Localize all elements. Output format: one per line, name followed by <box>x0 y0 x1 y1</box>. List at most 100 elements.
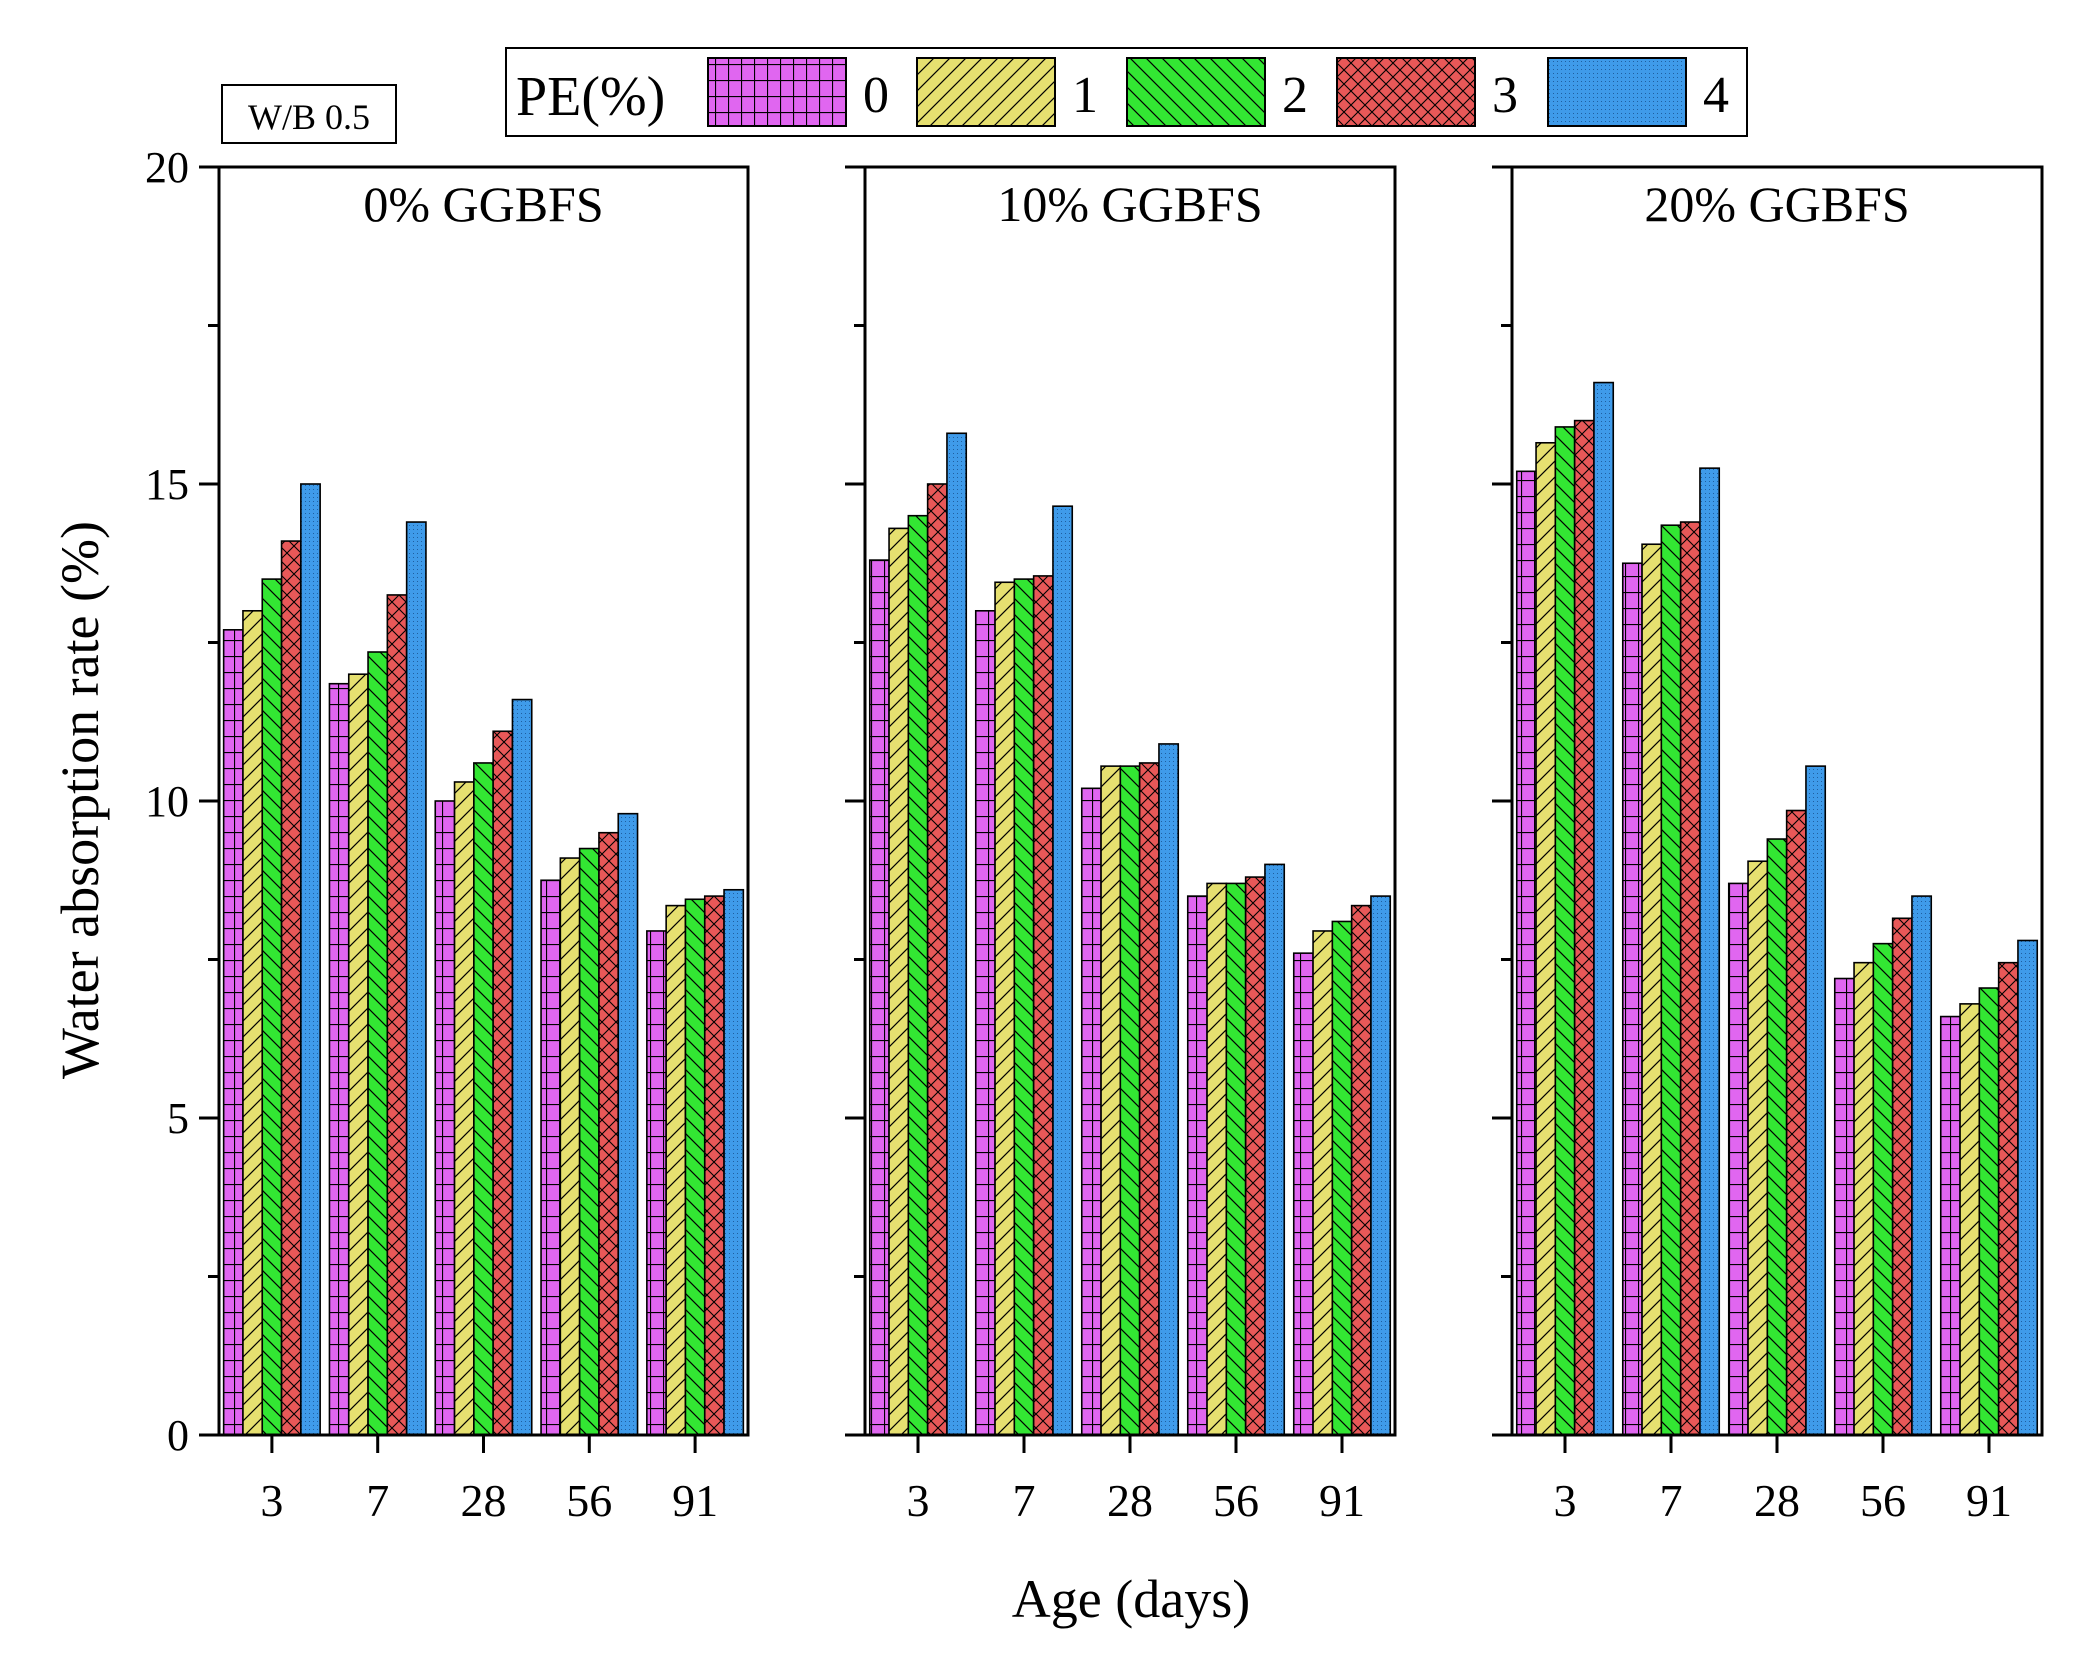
bar-0-7-pe2 <box>367 651 389 1436</box>
bar-1-56-pe4 <box>1264 863 1286 1436</box>
bar-1-28-pe4 <box>1158 743 1180 1436</box>
bar-2-28-pe0 <box>1727 882 1749 1436</box>
wb-note-text: W/B 0.5 <box>248 97 370 137</box>
panel-title: 0% GGBFS <box>363 176 603 232</box>
bar-1-56-pe0 <box>1186 895 1208 1436</box>
legend: PE(%) 0 1 2 3 4 <box>505 47 1748 137</box>
y-tick-label: 15 <box>145 460 189 509</box>
bar-1-3-pe2 <box>907 514 929 1436</box>
bar-0-56-pe4 <box>617 812 639 1436</box>
x-tick-label: 7 <box>1013 1475 1036 1526</box>
y-tick-label: 5 <box>167 1094 189 1143</box>
legend-label-0: 0 <box>863 67 889 124</box>
bar-0-28-pe1 <box>453 781 475 1436</box>
bar-0-28-pe3 <box>492 730 514 1436</box>
legend-label-2: 2 <box>1282 67 1308 124</box>
bar-1-7-pe1 <box>994 581 1016 1436</box>
legend-swatch-2 <box>1126 57 1266 127</box>
x-tick-label: 3 <box>260 1475 283 1526</box>
x-axis-label: Age (days) <box>1012 1569 1250 1629</box>
bar-1-7-pe2 <box>1013 578 1035 1436</box>
bar-2-91-pe1 <box>1959 1003 1981 1436</box>
x-tick-label: 56 <box>1860 1475 1906 1526</box>
bar-2-56-pe2 <box>1872 942 1894 1436</box>
bar-1-7-pe3 <box>1032 575 1054 1436</box>
bar-2-7-pe0 <box>1621 562 1643 1436</box>
bar-0-91-pe0 <box>646 930 667 1436</box>
x-tick-label: 3 <box>907 1475 930 1526</box>
bar-0-7-pe4 <box>405 521 427 1436</box>
bar-2-3-pe0 <box>1515 470 1537 1436</box>
bar-0-3-pe0 <box>222 629 244 1436</box>
bar-1-3-pe4 <box>946 432 968 1436</box>
bar-2-3-pe1 <box>1535 441 1557 1436</box>
bar-1-91-pe3 <box>1350 904 1372 1436</box>
legend-label-4: 4 <box>1703 67 1729 124</box>
bar-2-56-pe3 <box>1891 917 1913 1436</box>
bar-2-91-pe2 <box>1978 987 2000 1436</box>
y-axis-label: Water absorption rate (%) <box>50 521 110 1079</box>
x-tick-label: 7 <box>366 1475 389 1526</box>
panel-title: 20% GGBFS <box>1644 176 1909 232</box>
bar-0-28-pe2 <box>473 762 494 1436</box>
bar-1-28-pe3 <box>1138 762 1160 1436</box>
x-tick-label: 7 <box>1660 1475 1683 1526</box>
bar-0-28-pe4 <box>511 698 533 1436</box>
bar-0-91-pe2 <box>684 898 706 1436</box>
panel-0: 0 5 10 15 20 3 7 28 56 91 0% GGBFS <box>145 143 750 1526</box>
x-tick-label: 91 <box>672 1475 718 1526</box>
bar-0-3-pe1 <box>242 609 264 1436</box>
bar-2-3-pe2 <box>1554 426 1576 1436</box>
bar-1-56-pe3 <box>1244 876 1266 1436</box>
legend-title: PE(%) <box>516 66 665 128</box>
bar-2-3-pe3 <box>1573 419 1595 1436</box>
bar-2-56-pe0 <box>1833 977 1855 1436</box>
legend-swatch-3 <box>1336 57 1476 127</box>
bar-0-56-pe1 <box>559 857 581 1436</box>
panel-1: 3 7 28 56 91 10% GGBFS <box>845 165 1397 1526</box>
bar-0-56-pe3 <box>598 831 620 1436</box>
wb-note: W/B 0.5 <box>221 84 397 144</box>
legend-label-3: 3 <box>1492 67 1518 124</box>
bar-1-56-pe1 <box>1206 882 1228 1436</box>
y-tick-label: 10 <box>145 777 189 826</box>
bar-0-28-pe0 <box>434 800 456 1436</box>
bar-1-28-pe2 <box>1119 765 1141 1436</box>
bar-1-7-pe4 <box>1052 505 1074 1436</box>
bar-0-3-pe2 <box>261 578 283 1436</box>
bar-2-7-pe3 <box>1679 521 1701 1436</box>
y-tick-label: 20 <box>145 143 189 192</box>
panel-title: 10% GGBFS <box>997 176 1262 232</box>
x-tick-label: 91 <box>1319 1475 1365 1526</box>
bar-2-7-pe1 <box>1641 543 1663 1436</box>
y-tick-label: 0 <box>167 1411 189 1460</box>
bar-1-7-pe0 <box>974 609 996 1436</box>
bar-0-56-pe2 <box>578 847 600 1436</box>
x-tick-label: 28 <box>1107 1475 1153 1526</box>
bar-0-56-pe0 <box>540 879 562 1436</box>
bar-1-56-pe2 <box>1225 882 1247 1436</box>
bar-0-7-pe1 <box>347 673 369 1436</box>
bar-0-91-pe4 <box>723 888 745 1436</box>
bar-0-91-pe1 <box>665 904 687 1436</box>
bar-1-28-pe1 <box>1100 765 1122 1436</box>
bar-1-3-pe1 <box>888 527 910 1436</box>
bar-2-28-pe4 <box>1805 765 1827 1436</box>
bar-0-3-pe3 <box>280 540 302 1436</box>
bar-1-91-pe2 <box>1331 920 1353 1436</box>
bar-0-91-pe3 <box>703 895 725 1436</box>
bar-2-91-pe0 <box>1939 1015 1961 1436</box>
bar-2-7-pe2 <box>1660 524 1682 1436</box>
bar-1-3-pe0 <box>868 559 890 1436</box>
bar-2-56-pe1 <box>1853 961 1875 1436</box>
bar-2-7-pe4 <box>1699 467 1721 1436</box>
bar-0-7-pe3 <box>386 594 408 1436</box>
bar-0-3-pe4 <box>300 483 321 1436</box>
legend-swatch-1 <box>916 57 1056 127</box>
bar-1-91-pe0 <box>1292 952 1314 1436</box>
legend-swatch-4 <box>1547 57 1687 127</box>
x-tick-label: 28 <box>461 1475 507 1526</box>
bar-2-3-pe4 <box>1593 381 1615 1436</box>
x-tick-label: 56 <box>566 1475 612 1526</box>
